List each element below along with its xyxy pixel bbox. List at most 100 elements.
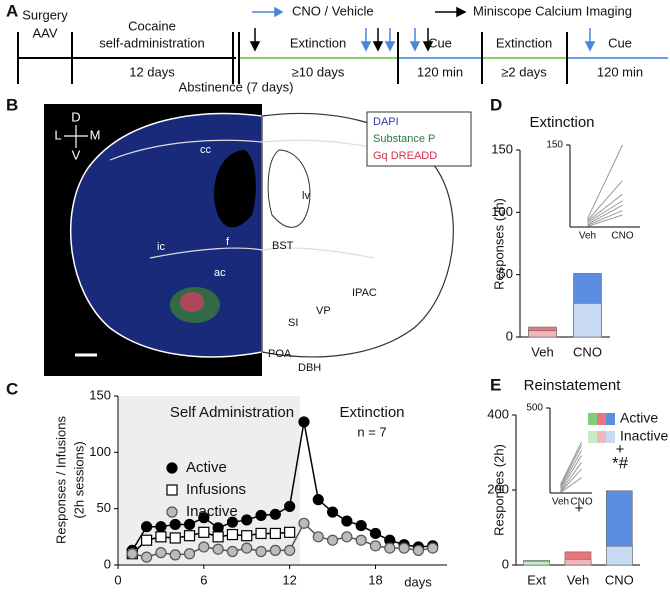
phase-label: self-administration <box>99 35 205 50</box>
marker <box>155 521 167 533</box>
legend-swatch <box>606 431 615 443</box>
marker <box>169 518 181 531</box>
panel-label: E <box>490 375 501 394</box>
orientation-cross <box>64 125 88 148</box>
dreadd-signal <box>180 292 204 312</box>
marker <box>255 509 267 522</box>
marker <box>255 527 267 540</box>
bar <box>606 545 633 566</box>
y-tick-label: 500 <box>526 403 543 414</box>
marker <box>284 500 296 513</box>
marker <box>369 527 382 540</box>
y-tick-label: 400 <box>487 406 509 421</box>
marker <box>312 494 324 506</box>
bar <box>564 559 592 566</box>
series-line <box>560 441 582 485</box>
legend-label: CNO / Vehicle <box>292 3 374 18</box>
legend-swatch <box>606 413 615 425</box>
series-line <box>587 144 623 220</box>
series-line <box>587 214 623 227</box>
y-tick-label: 150 <box>89 387 111 402</box>
marker <box>412 544 424 556</box>
phase-label: Extinction <box>496 35 552 50</box>
annotation: *# <box>612 453 629 472</box>
legend-swatch <box>588 431 597 443</box>
panel-label: A <box>6 1 18 20</box>
region-label: IPAC <box>352 287 377 299</box>
marker <box>355 534 367 546</box>
marker <box>341 531 353 543</box>
y-tick-label: 100 <box>491 204 513 219</box>
legend-box <box>366 111 472 167</box>
region-label: VP <box>316 305 331 317</box>
y-axis-label: (2h sessions) <box>71 441 86 518</box>
series-line <box>587 210 623 226</box>
x-tick-label: 6 <box>200 572 207 587</box>
x-tick-label: Ext <box>527 572 546 587</box>
legend-label: Active <box>620 410 658 426</box>
marker <box>169 532 181 544</box>
anterior-commissure <box>149 247 375 259</box>
x-tick-label: Veh <box>567 572 589 587</box>
phase-label: Surgery <box>22 7 68 22</box>
y-tick-label: 200 <box>487 481 509 496</box>
marker <box>241 514 253 526</box>
legend-label: DAPI <box>373 116 399 128</box>
y-axis-label: Responses (2h) <box>491 444 506 536</box>
phase-label: Extinction <box>290 35 346 50</box>
legend-label: Substance P <box>373 133 435 145</box>
region-label: ic <box>157 241 165 253</box>
marker <box>198 526 210 538</box>
legend-swatch <box>588 413 597 425</box>
bar <box>528 330 557 338</box>
legend-arrow <box>252 6 284 18</box>
chart-title: Reinstatement <box>524 377 622 394</box>
series-line <box>560 445 582 487</box>
marker <box>141 521 153 533</box>
marker <box>141 534 153 546</box>
marker <box>298 517 310 529</box>
series-line <box>587 200 623 224</box>
x-tick-label: CNO <box>570 497 592 508</box>
marker <box>212 531 224 543</box>
y-axis-label: Responses / Infusions <box>53 416 68 544</box>
legend-label: Inactive <box>620 428 668 444</box>
series-line <box>132 522 433 558</box>
y-tick-label: 50 <box>499 266 513 281</box>
legend-label: Gq DREADD <box>373 150 437 162</box>
orientation-label: M <box>90 127 101 142</box>
marker <box>212 543 224 555</box>
annotation: n = 7 <box>357 424 386 439</box>
panel-label: C <box>6 379 18 398</box>
marker <box>298 416 310 428</box>
legend-label: Infusions <box>186 481 246 498</box>
marker <box>384 542 396 554</box>
phase-label: Cocaine <box>128 18 176 33</box>
orientation-label: L <box>54 127 61 142</box>
marker <box>326 534 339 546</box>
marker <box>198 541 210 553</box>
annotation: Extinction <box>339 404 404 421</box>
marker <box>355 519 367 532</box>
legend-label: Miniscope Calcium Imaging <box>473 3 632 18</box>
panel-label: D <box>490 95 502 114</box>
marker <box>284 526 296 538</box>
x-tick-label: CNO <box>573 344 602 359</box>
series-line <box>131 421 433 551</box>
x-tick-label: CNO <box>611 231 633 242</box>
abstinence-label: Abstinence (7 days) <box>179 79 294 94</box>
marker <box>369 540 382 552</box>
marker <box>269 527 281 540</box>
event-arrows <box>249 28 596 52</box>
legend-marker <box>166 484 178 496</box>
region-label: SI <box>288 317 298 329</box>
y-tick-label: 0 <box>104 556 111 571</box>
marker <box>226 516 239 528</box>
region-label: ac <box>214 267 226 279</box>
marker <box>155 531 167 543</box>
series-line <box>560 462 582 492</box>
y-tick-label: 150 <box>491 141 513 156</box>
marker <box>269 544 281 556</box>
legend-marker <box>166 506 178 518</box>
legend-swatch <box>597 413 606 425</box>
